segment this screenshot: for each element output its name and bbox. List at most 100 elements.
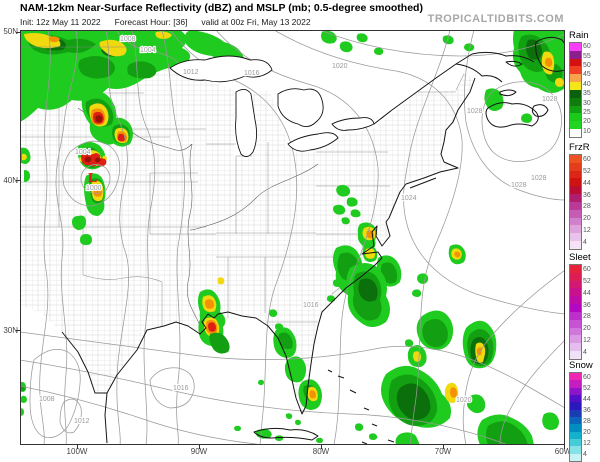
legend-tick-label: 28: [583, 418, 591, 425]
legend-scale-rain: Rain 60 55 50 45 40 35 30 25 20 10: [569, 30, 600, 138]
lon-tick: [443, 445, 444, 449]
color-segment: [570, 225, 581, 234]
legend-tick-label: 44: [583, 289, 591, 297]
color-segment: [570, 217, 581, 226]
color-segment: [570, 82, 581, 90]
isobar-value-label: 1020: [332, 63, 348, 70]
lat-label-40n: 40N: [3, 176, 18, 185]
color-segment: [570, 170, 581, 179]
lat-label-50n: 50N: [3, 27, 18, 36]
legend-scale-frzr: FrzR 60 52 44 36 28 20 12 4: [569, 142, 600, 250]
lon-label-80w: 80W: [312, 447, 330, 456]
color-segment: [570, 304, 581, 312]
color-segment: [570, 453, 581, 461]
isobar-value-label: 1028: [511, 182, 527, 189]
color-segment: [570, 97, 581, 106]
lon-tick: [321, 445, 322, 449]
color-segment: [570, 438, 581, 447]
lon-label-70w: 70W: [434, 447, 452, 456]
isobar-value-label: 1016: [303, 302, 319, 309]
legend-tick-label: 20: [583, 118, 591, 126]
coastline-layer: [20, 36, 565, 445]
legend-tick-label: 20: [583, 215, 591, 223]
color-segment: [570, 373, 581, 381]
map-canvas[interactable]: 1008 1004 1012 1016 1020 1028 1028 1024 1028 1028…: [20, 30, 565, 445]
color-segment: [570, 155, 581, 163]
legend-tick-label: 4: [583, 238, 587, 246]
color-segment: [570, 241, 581, 249]
color-segment: [570, 233, 581, 242]
valid-time-label: valid at 00z Fri, May 13 2022: [201, 17, 311, 27]
color-segment: [570, 327, 581, 336]
isobar-value-label: 1028: [467, 108, 483, 115]
color-bar: [569, 264, 582, 360]
color-segment: [570, 89, 581, 98]
color-segment: [570, 129, 581, 137]
isobar-value-label: 1028: [542, 96, 558, 103]
legend-tick-label: 60: [583, 266, 591, 274]
legend-tick-label: 40: [583, 80, 591, 88]
lon-tick: [77, 445, 78, 449]
color-segment: [570, 201, 581, 210]
weather-map[interactable]: 1008 1004 1012 1016 1020 1028 1028 1024 1028 1028…: [20, 30, 565, 445]
isobar-value-label: 1024: [401, 195, 417, 202]
color-segment: [570, 74, 581, 83]
color-segment: [570, 409, 581, 417]
color-segment: [570, 105, 581, 114]
color-segment: [570, 296, 581, 305]
legend-tick-label: 35: [583, 90, 591, 98]
lat-tick: [16, 330, 20, 331]
color-segment: [570, 394, 581, 403]
color-segment: [570, 343, 581, 352]
legend-tick-label: 36: [583, 301, 591, 309]
legend-scale-title: Sleet: [569, 252, 591, 263]
lon-label-60w: 60W: [554, 447, 572, 456]
legend-tick-label: 12: [583, 440, 591, 447]
color-segment: [570, 58, 581, 67]
color-segment: [570, 402, 581, 410]
isobar-labels: 1008 1004 1012 1016 1020 1028 1028 1024 1028 1028…: [38, 35, 559, 426]
legend-tick-label: 12: [583, 226, 591, 234]
color-segment: [570, 280, 581, 289]
legend-scale-snow: Snow 60 52 44 36 28 20 12 4: [569, 360, 600, 462]
forecast-hour-label: Forecast Hour: [36]: [114, 17, 188, 27]
legend-tick-label: 52: [583, 385, 591, 392]
legend-tick-label: 60: [583, 43, 591, 51]
color-segment: [570, 380, 581, 388]
color-segment: [570, 50, 581, 59]
isobar-value-label: 1016: [173, 385, 189, 392]
color-segment: [570, 351, 581, 359]
legend-tick-label: 36: [583, 407, 591, 414]
legend-tick-label: 12: [583, 336, 591, 344]
color-bar: [569, 42, 582, 138]
legend-tick-label: 55: [583, 52, 591, 60]
legend-tick-label: 45: [583, 71, 591, 79]
color-segment: [570, 194, 581, 202]
legend-scale-title: FrzR: [569, 142, 590, 153]
color-bar: [569, 372, 582, 462]
map-subtitle: Init: 12z May 11 2022 Forecast Hour: [36]…: [20, 17, 325, 27]
color-segment: [570, 178, 581, 187]
color-segment: [570, 424, 581, 432]
isobar-lines: [20, 30, 565, 445]
lat-tick: [16, 32, 20, 33]
lon-tick: [564, 445, 565, 449]
legend-tick-label: 4: [583, 348, 587, 356]
map-title: NAM-12km Near-Surface Reflectivity (dBZ)…: [20, 2, 423, 14]
legend-tick-label: 52: [583, 278, 591, 286]
color-segment: [570, 387, 581, 395]
legend-tick-label: 20: [583, 429, 591, 436]
legend-tick-label: 60: [583, 156, 591, 164]
color-segment: [570, 265, 581, 273]
watermark: TROPICALTIDBITS.COM: [427, 13, 564, 25]
isobar-value-label: 1008: [120, 36, 136, 43]
legend-tick-label: 25: [583, 109, 591, 116]
legend-scale-title: Snow: [569, 360, 593, 371]
legend-tick-label: 36: [583, 191, 591, 199]
color-segment: [570, 272, 581, 281]
legend-scale-title: Rain: [569, 30, 589, 41]
legend-tick-label: 30: [583, 99, 591, 107]
color-segment: [570, 446, 581, 454]
color-segment: [570, 288, 581, 297]
